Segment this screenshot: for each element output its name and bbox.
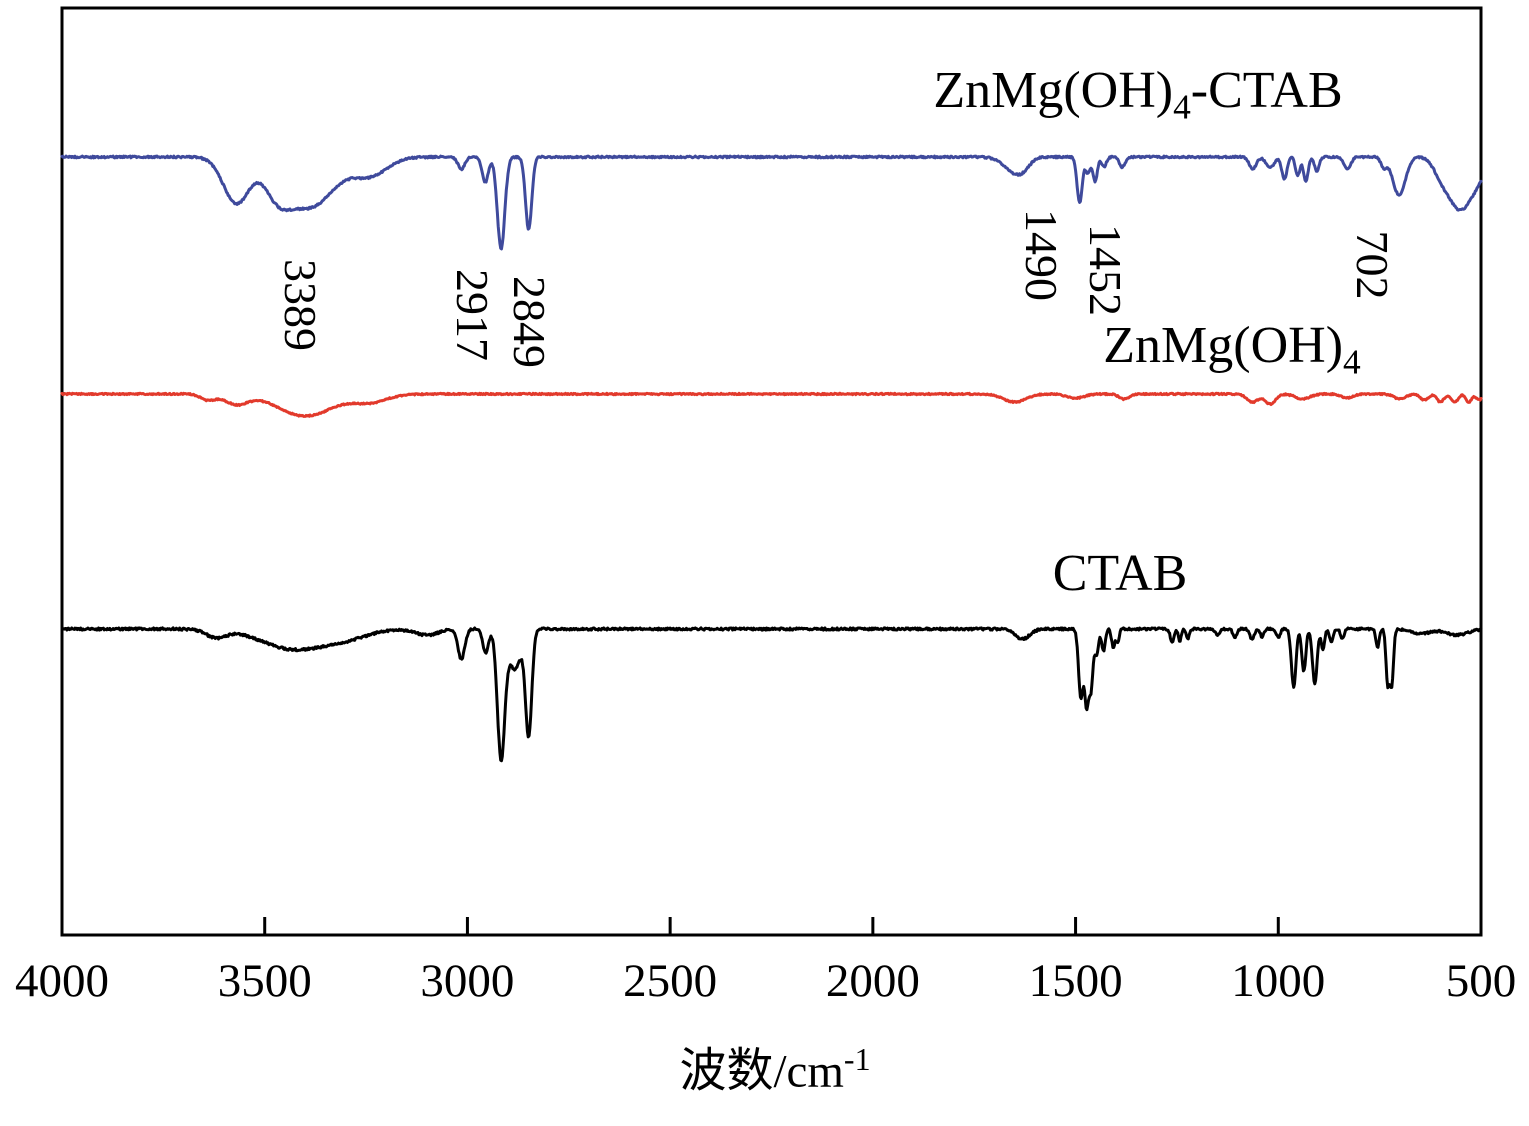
peak-label-702: 702	[1347, 230, 1399, 300]
spectrum-curve-0	[60, 154, 1483, 251]
peak-label-1490: 1490	[1015, 209, 1067, 301]
x-tick-label-3000: 3000	[420, 955, 515, 1007]
spectrum-curve-2	[60, 626, 1483, 763]
x-tick-label-500: 500	[1445, 955, 1517, 1007]
series-label-znmgoh4-ctab: ZnMg(OH)4-CTAB	[933, 65, 1342, 125]
x-axis-title: 波数/cm-1	[679, 1044, 870, 1096]
series-label-ctab: CTAB	[1053, 548, 1188, 608]
series-label-subscript: 4	[1173, 86, 1191, 127]
series-label-text: ZnMg(OH)	[933, 62, 1174, 120]
series-label-text: CTAB	[1052, 545, 1188, 603]
x-tick-label-3500: 3500	[217, 955, 312, 1007]
peak-label-2849: 2849	[503, 276, 555, 368]
series-label-znmgoh4: ZnMg(OH)4	[1103, 320, 1360, 380]
x-tick-label-1500: 1500	[1028, 955, 1123, 1007]
x-tick-label-4000: 4000	[15, 955, 109, 1007]
series-label-text: ZnMg(OH)	[1103, 317, 1344, 375]
spectrum-curve-1	[60, 391, 1483, 418]
peak-label-3389: 3389	[274, 259, 326, 351]
x-tick-label-2000: 2000	[825, 955, 920, 1007]
plot-border	[60, 6, 1483, 937]
peak-label-1452: 1452	[1080, 224, 1132, 316]
series-label-subscript: 4	[1343, 341, 1361, 382]
x-tick-label-1000: 1000	[1231, 955, 1326, 1007]
x-axis-title-text: 波数/cm	[679, 1045, 844, 1098]
peak-label-2917: 2917	[447, 269, 499, 361]
x-axis-title-superscript: -1	[843, 1042, 871, 1077]
series-label-text: -CTAB	[1190, 62, 1343, 120]
x-tick-label-2500: 2500	[623, 955, 718, 1007]
